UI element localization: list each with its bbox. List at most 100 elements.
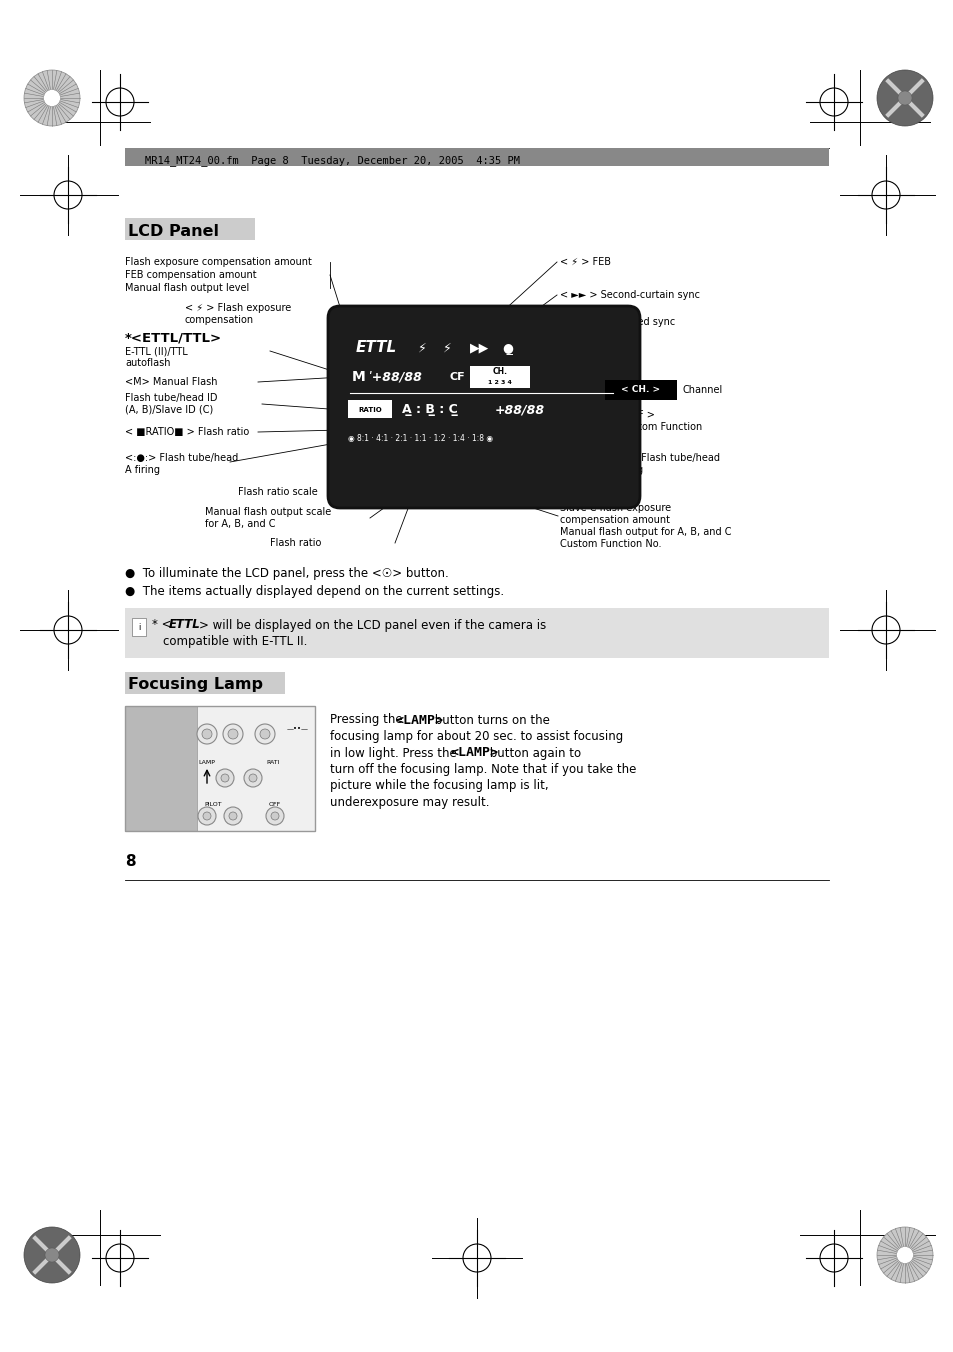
Text: Manual flash output scale: Manual flash output scale (205, 507, 331, 516)
Bar (132, 618, 146, 635)
Text: in low light. Press the: in low light. Press the (330, 746, 460, 760)
Text: < CF >: < CF > (619, 410, 654, 420)
Circle shape (215, 769, 233, 787)
Circle shape (196, 725, 216, 744)
Text: Focusing Lamp: Focusing Lamp (128, 677, 263, 692)
Text: * <: * < (152, 618, 172, 631)
Text: +88/88: +88/88 (495, 403, 544, 416)
Circle shape (266, 807, 284, 825)
Text: ʹ+88/88: ʹ+88/88 (368, 370, 421, 384)
Text: ◉ 8:1 · 4:1 · 2:1 · 1:1 · 1:2 · 1:4 · 1:8 ◉: ◉ 8:1 · 4:1 · 2:1 · 1:1 · 1:2 · 1:4 · 1:… (348, 434, 493, 442)
Text: *<ETTL/TTL>: *<ETTL/TTL> (125, 331, 222, 345)
Text: B firing: B firing (607, 465, 642, 475)
Bar (125, 218, 254, 241)
Text: RATI: RATI (266, 760, 279, 764)
Circle shape (24, 1228, 80, 1283)
FancyBboxPatch shape (328, 306, 639, 508)
Text: autoflash: autoflash (125, 358, 171, 368)
Text: CF: CF (450, 372, 465, 383)
Text: LAMP: LAMP (198, 760, 215, 764)
Bar (197, 706, 314, 831)
Text: —••—: —••— (287, 725, 309, 731)
Text: A firing: A firing (125, 465, 160, 475)
Text: Manual flash output for A, B, and C: Manual flash output for A, B, and C (559, 527, 731, 537)
Text: i: i (137, 622, 140, 631)
Circle shape (202, 729, 212, 740)
Text: Flash tube/head ID: Flash tube/head ID (125, 393, 217, 403)
Circle shape (876, 1228, 932, 1283)
Bar (125, 672, 285, 694)
Text: ⚡: ⚡ (442, 342, 452, 354)
Text: 8: 8 (125, 854, 135, 869)
Text: compensation: compensation (185, 315, 253, 324)
Bar (604, 380, 677, 400)
Text: Manual flash output level: Manual flash output level (125, 283, 249, 293)
Text: compensation amount: compensation amount (559, 515, 669, 525)
Text: < ⚡ > Flash exposure: < ⚡ > Flash exposure (185, 303, 291, 314)
Circle shape (203, 813, 211, 821)
Text: A̲ : B̲ : C̲: A̲ : B̲ : C̲ (401, 403, 457, 416)
Circle shape (221, 773, 229, 781)
Text: Custom Function: Custom Function (619, 422, 701, 433)
Circle shape (897, 91, 911, 105)
Circle shape (44, 89, 60, 107)
Text: button again to: button again to (485, 746, 580, 760)
Text: Flash ratio scale: Flash ratio scale (237, 487, 317, 498)
Text: OFF: OFF (269, 802, 281, 807)
Text: CH.: CH. (492, 368, 507, 376)
Bar (125, 706, 314, 831)
Circle shape (271, 813, 278, 821)
Text: button turns on the: button turns on the (431, 714, 549, 726)
Circle shape (876, 70, 932, 126)
Circle shape (228, 729, 237, 740)
Circle shape (45, 1248, 59, 1261)
Circle shape (249, 773, 256, 781)
Text: <LAMP>: <LAMP> (450, 746, 497, 760)
Bar (125, 608, 828, 658)
Text: < ■RATIO■ > Flash ratio: < ■RATIO■ > Flash ratio (125, 427, 249, 437)
Text: ●  The items actually displayed depend on the current settings.: ● The items actually displayed depend on… (125, 585, 503, 599)
Text: FEB compensation amount: FEB compensation amount (125, 270, 256, 280)
Text: E-TTL (II)/TTL: E-TTL (II)/TTL (125, 346, 188, 356)
Circle shape (224, 807, 242, 825)
Text: Flash ratio: Flash ratio (270, 538, 321, 548)
Text: < ● > High-speed sync: < ● > High-speed sync (559, 316, 675, 327)
Text: Pressing the: Pressing the (330, 714, 406, 726)
Circle shape (260, 729, 270, 740)
Text: RATIO: RATIO (357, 407, 381, 412)
Text: FEB status: FEB status (559, 491, 611, 502)
Text: Custom Function No.: Custom Function No. (559, 539, 660, 549)
Text: <:●:> Flash tube/head: <:●:> Flash tube/head (125, 453, 238, 462)
Circle shape (24, 70, 80, 126)
Text: < ⚡ > FEB: < ⚡ > FEB (559, 257, 610, 266)
Text: ETTL: ETTL (355, 341, 396, 356)
Text: 1 2 3 4: 1 2 3 4 (488, 380, 512, 384)
Text: ●̲: ●̲ (501, 342, 513, 354)
Text: < ►► > Second-curtain sync: < ►► > Second-curtain sync (559, 289, 700, 300)
Text: ⚡: ⚡ (417, 342, 426, 354)
Circle shape (244, 769, 262, 787)
Bar (348, 400, 392, 418)
Text: ETTL: ETTL (169, 618, 200, 631)
Bar (125, 147, 828, 166)
Bar (470, 366, 530, 388)
Text: Flash exposure compensation amount: Flash exposure compensation amount (125, 257, 312, 266)
Text: ▶▶: ▶▶ (470, 342, 489, 354)
Text: > will be displayed on the LCD panel even if the camera is: > will be displayed on the LCD panel eve… (199, 618, 546, 631)
Text: Slave C flash exposure: Slave C flash exposure (559, 503, 670, 512)
Bar (125, 706, 197, 831)
Text: PILOT: PILOT (204, 802, 222, 807)
Text: (FP flash): (FP flash) (559, 329, 605, 339)
Circle shape (223, 725, 243, 744)
Circle shape (896, 1247, 912, 1263)
Text: M: M (352, 370, 365, 384)
Text: < ◇ > Flash tube/head: < ◇ > Flash tube/head (607, 453, 720, 462)
Text: <LAMP>: <LAMP> (395, 714, 442, 726)
Text: (A, B)/Slave ID (C): (A, B)/Slave ID (C) (125, 406, 213, 415)
Text: MR14_MT24_00.fm  Page 8  Tuesday, December 20, 2005  4:35 PM: MR14_MT24_00.fm Page 8 Tuesday, December… (145, 155, 519, 166)
Text: <M> Manual Flash: <M> Manual Flash (125, 377, 217, 387)
Text: underexposure may result.: underexposure may result. (330, 796, 489, 808)
Circle shape (254, 725, 274, 744)
Text: focusing lamp for about 20 sec. to assist focusing: focusing lamp for about 20 sec. to assis… (330, 730, 622, 744)
Text: picture while the focusing lamp is lit,: picture while the focusing lamp is lit, (330, 780, 548, 792)
